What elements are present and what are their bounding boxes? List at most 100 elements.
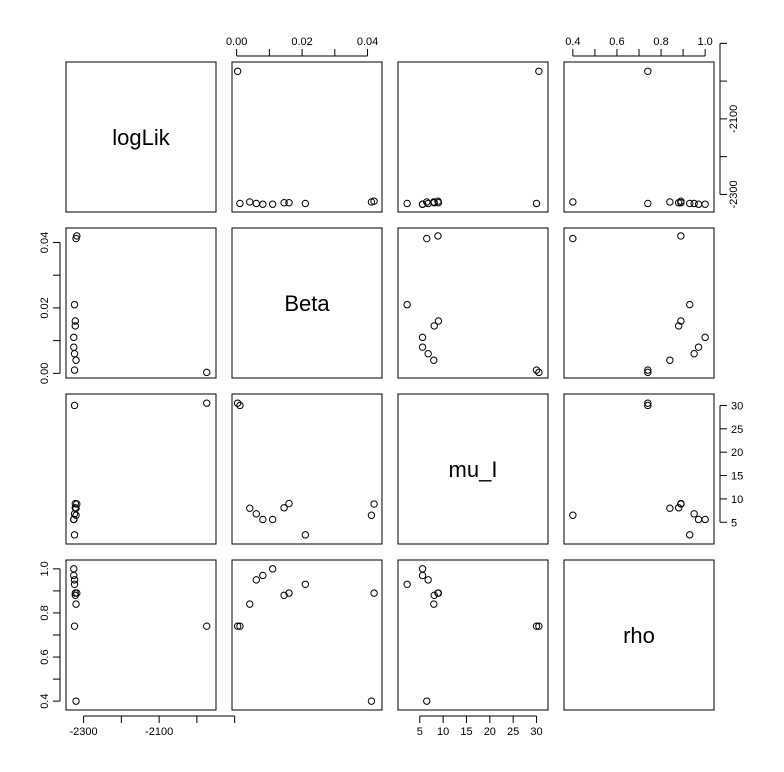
panel-frame-logLik-rho (563, 61, 715, 213)
data-point-logLik-vs-rho-2 (666, 198, 674, 206)
panel-frame-Beta-mu_I (397, 227, 549, 379)
x-tick-label-mu_I-5: 30 (530, 726, 542, 738)
data-point-rho-vs-mu_I-3 (424, 576, 432, 584)
data-point-mu_I-vs-rho-0 (644, 401, 652, 410)
data-point-rho-vs-logLik-3 (70, 576, 79, 584)
y-tick-label-rho-0: 0.4 (39, 694, 51, 709)
data-point-rho-vs-Beta-8 (301, 580, 310, 588)
data-point-rho-vs-Beta-4 (259, 571, 267, 580)
data-point-Beta-vs-rho-6 (674, 322, 683, 330)
data-point-rho-vs-logLik-9 (73, 589, 81, 597)
data-point-logLik-vs-Beta-5 (268, 200, 277, 208)
diagonal-label-logLik: logLik (112, 125, 170, 150)
data-point-logLik-vs-Beta-2 (246, 198, 254, 206)
data-point-rho-vs-mu_I-5 (418, 565, 427, 573)
y-tick-label-mu_I-5: 30 (731, 400, 743, 412)
y-tick-label-Beta-4: 0.04 (39, 232, 51, 253)
data-point-mu_I-vs-logLik-10 (203, 399, 211, 407)
x-tick-label-mu_I-3: 20 (484, 726, 496, 738)
data-point-rho-vs-logLik-10 (203, 622, 211, 630)
data-point-Beta-vs-mu_I-1 (423, 234, 431, 243)
data-point-mu_I-vs-Beta-0 (236, 401, 244, 410)
data-point-mu_I-vs-logLik-0 (70, 401, 79, 410)
data-point-Beta-vs-rho-5 (701, 333, 709, 342)
data-point-rho-vs-logLik-5 (70, 565, 78, 573)
data-point-mu_I-vs-Beta-1 (367, 511, 376, 519)
diagonal-label-Beta: Beta (284, 291, 330, 316)
y-tick-label-mu_I-1: 10 (731, 494, 743, 506)
x-tick-label-mu_I-1: 10 (437, 726, 449, 738)
data-point-mu_I-vs-rho-6 (674, 504, 683, 512)
data-point-mu_I-vs-Beta-5 (268, 515, 277, 524)
data-point-logLik-vs-Beta-9 (370, 197, 378, 205)
data-point-logLik-vs-Beta-8 (301, 199, 310, 208)
panel-frame-logLik-logLik (65, 61, 217, 213)
data-point-Beta-vs-logLik-0 (70, 366, 79, 374)
data-point-rho-vs-logLik-0 (70, 622, 79, 630)
data-point-mu_I-vs-logLik-5 (70, 515, 78, 524)
data-point-logLik-vs-rho-9 (677, 197, 685, 205)
x-tick-label-rho-2: 0.6 (609, 36, 624, 48)
data-point-mu_I-vs-logLik-9 (73, 500, 81, 508)
data-point-Beta-vs-rho-1 (569, 234, 577, 243)
data-point-rho-vs-mu_I-1 (423, 697, 431, 705)
data-point-Beta-vs-logLik-7 (71, 317, 79, 325)
data-point-Beta-vs-logLik-5 (70, 333, 78, 342)
data-point-Beta-vs-mu_I-9 (434, 232, 442, 240)
y-tick-label-rho-2: 0.6 (39, 649, 51, 664)
panel-frame-rho-Beta (231, 559, 383, 711)
x-tick-label-mu_I-4: 25 (507, 726, 519, 738)
data-point-rho-vs-logLik-1 (72, 697, 80, 705)
data-point-Beta-vs-mu_I-10 (535, 368, 543, 377)
panel-frame-rho-logLik (65, 559, 217, 711)
data-point-logLik-vs-mu_I-1 (423, 198, 431, 206)
data-point-Beta-vs-rho-4 (694, 343, 703, 351)
data-point-Beta-vs-logLik-3 (70, 350, 79, 358)
y-tick-label-mu_I-0: 5 (731, 517, 737, 529)
data-point-Beta-vs-logLik-9 (73, 232, 81, 240)
data-point-Beta-vs-rho-2 (666, 356, 674, 364)
x-tick-label-rho-0: 0.4 (565, 36, 580, 48)
data-point-mu_I-vs-Beta-9 (370, 500, 378, 508)
data-point-rho-vs-logLik-2 (72, 600, 80, 608)
data-point-logLik-vs-rho-10 (644, 67, 652, 75)
data-point-logLik-vs-rho-4 (694, 200, 703, 208)
x-tick-label-rho-6: 1.0 (698, 36, 713, 48)
data-point-Beta-vs-rho-3 (690, 350, 698, 358)
y-tick-label-mu_I-4: 25 (731, 424, 743, 436)
diagonal-label-rho: rho (623, 623, 655, 648)
data-point-mu_I-vs-rho-9 (677, 500, 685, 508)
data-point-Beta-vs-mu_I-8 (403, 300, 411, 309)
data-point-logLik-vs-mu_I-6 (430, 199, 438, 207)
data-point-rho-vs-mu_I-10 (535, 622, 543, 630)
data-point-rho-vs-Beta-6 (280, 591, 288, 600)
data-point-logLik-vs-rho-6 (674, 199, 683, 207)
panel-frame-mu_I-Beta (231, 393, 383, 545)
data-point-rho-vs-mu_I-9 (434, 589, 442, 597)
y-tick-label-mu_I-2: 15 (731, 471, 743, 483)
data-point-logLik-vs-mu_I-0 (532, 199, 541, 208)
x-tick-label-mu_I-0: 5 (417, 726, 423, 738)
data-point-Beta-vs-rho-8 (686, 300, 694, 309)
panel-frame-logLik-Beta (231, 61, 383, 213)
data-point-mu_I-vs-rho-4 (694, 515, 703, 524)
data-point-rho-vs-Beta-0 (236, 622, 244, 630)
data-point-logLik-vs-mu_I-10 (535, 67, 543, 75)
data-point-Beta-vs-logLik-8 (70, 300, 79, 309)
data-point-rho-vs-logLik-6 (71, 591, 79, 600)
data-point-mu_I-vs-logLik-1 (72, 511, 80, 519)
data-point-logLik-vs-rho-0 (644, 199, 652, 208)
data-point-logLik-vs-rho-3 (690, 199, 698, 208)
y-tick-label-mu_I-3: 20 (731, 447, 743, 459)
data-point-Beta-vs-mu_I-2 (430, 356, 438, 364)
panel-frame-rho-mu_I (397, 559, 549, 711)
data-point-rho-vs-Beta-10 (233, 622, 242, 630)
data-point-logLik-vs-mu_I-8 (403, 199, 411, 208)
data-point-logLik-vs-Beta-7 (285, 199, 293, 207)
data-point-rho-vs-logLik-8 (70, 580, 79, 588)
diagonal-label-mu_I: mu_I (449, 457, 498, 482)
data-point-Beta-vs-rho-10 (644, 368, 652, 377)
data-point-logLik-vs-rho-5 (701, 200, 709, 208)
data-point-rho-vs-Beta-3 (252, 576, 260, 584)
panel-frame-mu_I-logLik (65, 393, 217, 545)
